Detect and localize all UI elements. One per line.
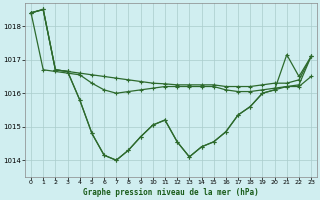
- X-axis label: Graphe pression niveau de la mer (hPa): Graphe pression niveau de la mer (hPa): [83, 188, 259, 197]
